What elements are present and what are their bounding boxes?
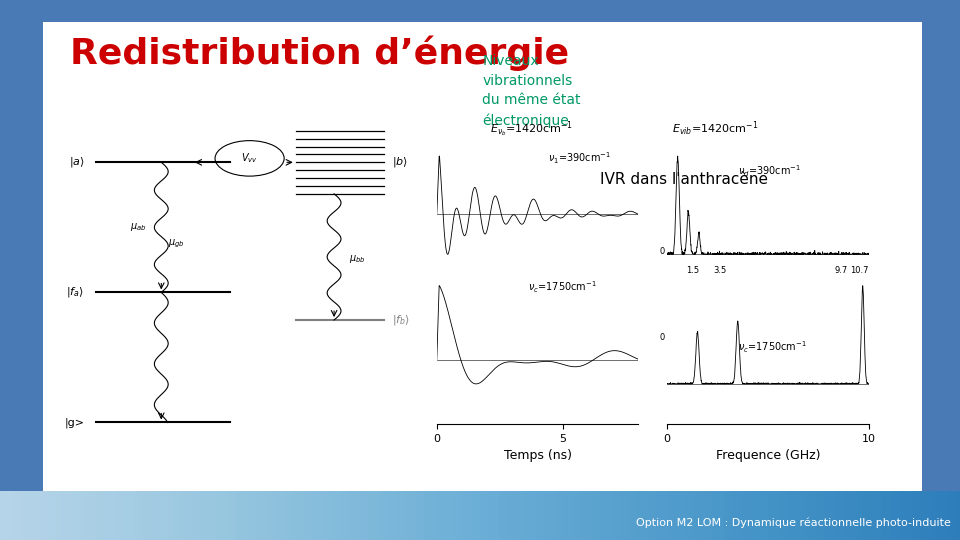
Text: $\mu_{ab}$: $\mu_{ab}$ [130,221,147,233]
Text: 0: 0 [660,247,664,256]
Text: $\mu_{bb}$: $\mu_{bb}$ [348,253,366,265]
Text: $\nu_c$=1750cm$^{-1}$: $\nu_c$=1750cm$^{-1}$ [737,339,806,355]
Text: $E_{\nu_b}$=1420cm$^{-1}$: $E_{\nu_b}$=1420cm$^{-1}$ [490,119,572,139]
Text: |g>: |g> [64,417,84,428]
Text: $|f_a\rangle$: $|f_a\rangle$ [66,286,84,299]
Text: 0: 0 [660,333,664,342]
X-axis label: Frequence (GHz): Frequence (GHz) [716,449,820,462]
Text: Redistribution d’énergie: Redistribution d’énergie [69,36,568,71]
Text: $E_{vib}$=1420cm$^{-1}$: $E_{vib}$=1420cm$^{-1}$ [672,119,758,138]
Text: 1.5: 1.5 [686,266,700,275]
Text: IVR dans l'anthracène: IVR dans l'anthracène [600,172,768,187]
Text: $\mu_{gb}$: $\mu_{gb}$ [168,238,185,250]
Text: $|b\rangle$: $|b\rangle$ [392,156,408,170]
Text: $|f_b\rangle$: $|f_b\rangle$ [392,313,410,327]
Text: 10.7: 10.7 [850,266,869,275]
Text: Option M2 LOM : Dynamique réactionnelle photo-induite: Option M2 LOM : Dynamique réactionnelle … [636,518,950,528]
Text: $\nu_1$=390cm$^{-1}$: $\nu_1$=390cm$^{-1}$ [547,150,611,166]
X-axis label: Temps (ns): Temps (ns) [504,449,571,462]
Text: $V_{vv}$: $V_{vv}$ [241,152,258,165]
Text: 3.5: 3.5 [713,266,727,275]
Text: Niveaux
vibrationnels
du même état
électronique: Niveaux vibrationnels du même état élect… [482,55,581,128]
Text: $|a\rangle$: $|a\rangle$ [68,156,84,170]
Text: 9.7: 9.7 [834,266,848,275]
Text: $\nu_c$=1750cm$^{-1}$: $\nu_c$=1750cm$^{-1}$ [528,280,596,295]
Text: $\nu_d$=390cm$^{-1}$: $\nu_d$=390cm$^{-1}$ [737,163,801,179]
